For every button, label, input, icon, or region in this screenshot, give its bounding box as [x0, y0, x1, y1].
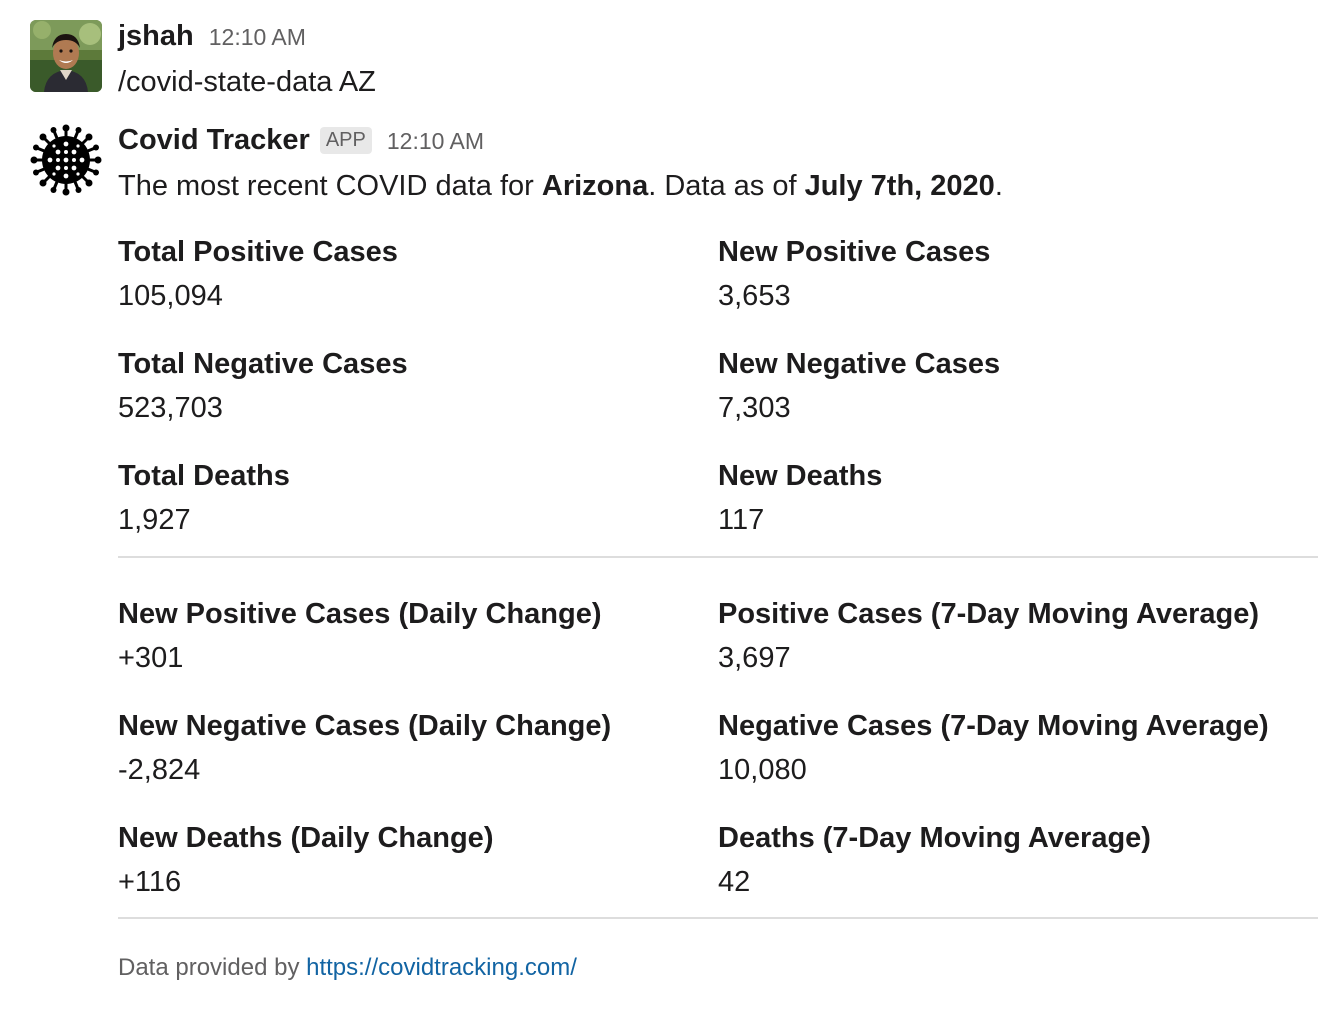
- intro-prefix: The most recent COVID data for: [118, 170, 542, 202]
- field-new-negative: New Negative Cases 7,303: [718, 344, 1318, 428]
- footer-prefix: Data provided by: [118, 954, 307, 981]
- field-value: +116: [118, 866, 182, 898]
- field-value: -2,824: [118, 754, 201, 786]
- field-positive-7day-avg: Positive Cases (7-Day Moving Average) 3,…: [718, 594, 1318, 678]
- field-label: New Positive Cases (Daily Change): [118, 598, 602, 630]
- timestamp[interactable]: 12:10 AM: [386, 128, 485, 154]
- data-source-footer: Data provided by https://covidtracking.c…: [118, 950, 577, 986]
- field-total-negative: Total Negative Cases 523,703: [118, 344, 718, 428]
- field-label: Negative Cases (7-Day Moving Average): [718, 710, 1269, 742]
- field-value: 3,697: [718, 642, 791, 674]
- message-text: /covid-state-data AZ: [118, 66, 376, 98]
- message-covid-tracker: Covid Tracker APP 12:10 AM The most rece…: [30, 124, 1318, 204]
- bot-avatar[interactable]: [30, 124, 102, 196]
- message-jshah: jshah 12:10 AM /covid-state-data AZ: [30, 20, 1318, 98]
- field-value: +301: [118, 642, 184, 674]
- data-date: July 7th, 2020: [804, 170, 995, 202]
- field-total-deaths: Total Deaths 1,927: [118, 456, 718, 540]
- field-negative-7day-avg: Negative Cases (7-Day Moving Average) 10…: [718, 706, 1318, 790]
- section-divider: [118, 917, 1318, 919]
- field-label: Deaths (7-Day Moving Average): [718, 822, 1151, 854]
- field-value: 10,080: [718, 754, 807, 786]
- field-label: Total Deaths: [118, 460, 290, 492]
- field-value: 42: [718, 866, 751, 898]
- user-photo-avatar: [30, 20, 102, 92]
- field-label: New Deaths: [718, 460, 883, 492]
- field-value: 3,653: [718, 280, 791, 312]
- field-label: Total Positive Cases: [118, 236, 398, 268]
- field-positive-daily-change: New Positive Cases (Daily Change) +301: [118, 594, 718, 678]
- sender-name[interactable]: jshah: [118, 20, 194, 52]
- source-link[interactable]: https://covidtracking.com/: [306, 954, 577, 981]
- field-label: New Deaths (Daily Change): [118, 822, 494, 854]
- message-text: The most recent COVID data for Arizona. …: [118, 166, 1318, 206]
- virus-icon: [30, 124, 102, 196]
- field-value: 7,303: [718, 392, 791, 424]
- field-value: 105,094: [118, 280, 223, 312]
- message-header: jshah 12:10 AM: [118, 20, 1318, 60]
- field-label: New Negative Cases (Daily Change): [118, 710, 612, 742]
- message-content: jshah 12:10 AM /covid-state-data AZ: [118, 20, 1318, 102]
- field-deaths-daily-change: New Deaths (Daily Change) +116: [118, 818, 718, 902]
- field-value: 117: [718, 504, 765, 536]
- field-negative-daily-change: New Negative Cases (Daily Change) -2,824: [118, 706, 718, 790]
- field-value: 523,703: [118, 392, 223, 424]
- intro-middle: . Data as of: [648, 170, 805, 202]
- user-avatar[interactable]: [30, 20, 102, 92]
- message-content: Covid Tracker APP 12:10 AM The most rece…: [118, 124, 1318, 206]
- sender-name[interactable]: Covid Tracker: [118, 124, 310, 156]
- message-header: Covid Tracker APP 12:10 AM: [118, 124, 1318, 164]
- state-name: Arizona: [541, 170, 649, 202]
- field-new-positive: New Positive Cases 3,653: [718, 232, 1318, 316]
- field-label: New Positive Cases: [718, 236, 991, 268]
- field-label: New Negative Cases: [718, 348, 1001, 380]
- timestamp[interactable]: 12:10 AM: [208, 24, 306, 50]
- field-value: 1,927: [118, 504, 191, 536]
- app-badge: APP: [319, 127, 372, 154]
- section-divider: [118, 556, 1318, 558]
- field-label: Total Negative Cases: [118, 348, 408, 380]
- field-label: Positive Cases (7-Day Moving Average): [718, 598, 1259, 630]
- field-deaths-7day-avg: Deaths (7-Day Moving Average) 42: [718, 818, 1318, 902]
- field-total-positive: Total Positive Cases 105,094: [118, 232, 718, 316]
- field-new-deaths: New Deaths 117: [718, 456, 1318, 540]
- intro-suffix: .: [994, 170, 1003, 202]
